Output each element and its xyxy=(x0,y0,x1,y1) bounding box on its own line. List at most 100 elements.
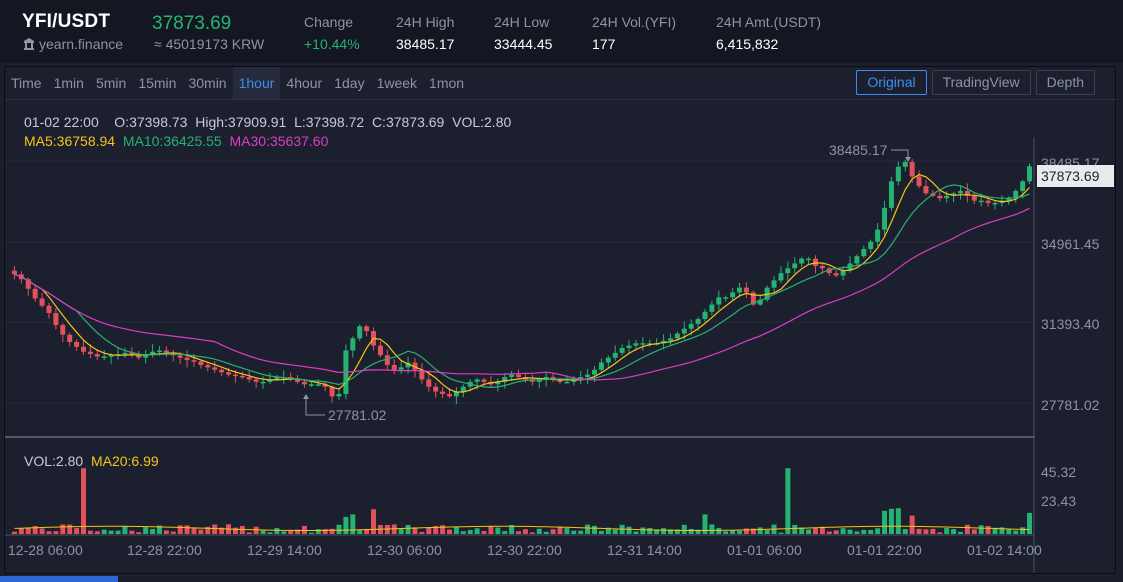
stat-label: 24H Amt.(USDT) xyxy=(716,14,822,30)
stat-24h-low: 24H Low 33444.45 xyxy=(494,14,552,52)
volume-bar xyxy=(895,508,901,534)
tab-1week[interactable]: 1week xyxy=(376,75,418,91)
view-switcher: Original TradingView Depth xyxy=(856,70,1095,95)
volume-bar xyxy=(281,531,287,534)
volume-bar xyxy=(557,526,563,534)
candle-body xyxy=(336,393,342,397)
candle-body xyxy=(232,374,238,377)
candle-body xyxy=(502,377,508,382)
candle-body xyxy=(329,386,335,397)
volume-bar xyxy=(460,531,466,534)
ma5-value: MA5:36758.94 xyxy=(24,133,116,149)
candle-body xyxy=(67,334,73,342)
candlestick-chart[interactable]: 38485.17 34961.45 31393.40 27781.02 45.3… xyxy=(5,99,1117,575)
volume-bar xyxy=(585,524,591,534)
stat-value: 38485.17 xyxy=(396,36,455,52)
volume-bar xyxy=(785,468,791,534)
volume-bar xyxy=(198,529,204,534)
high-marker-label: 38485.17 xyxy=(829,142,888,158)
volume-bar xyxy=(253,526,259,534)
volume-bar xyxy=(267,532,273,534)
interval-tabs: Time 1min 5min 15min 30min 1hour 4hour 1… xyxy=(5,67,470,99)
candle-body xyxy=(405,362,411,368)
candle-body xyxy=(295,379,301,382)
tab-5min[interactable]: 5min xyxy=(95,75,127,91)
candle-body xyxy=(792,263,798,269)
candle-body xyxy=(1006,198,1012,201)
volume-bar xyxy=(799,527,805,534)
volume-bar xyxy=(350,514,356,534)
volume-bar xyxy=(937,532,943,534)
volume-bar xyxy=(951,528,957,534)
candle-body xyxy=(757,299,763,305)
original-view-button[interactable]: Original xyxy=(856,70,927,95)
volume-bar xyxy=(219,527,225,534)
candle-body xyxy=(688,323,694,329)
volume-bar xyxy=(854,531,860,534)
price-axis-label: 31393.40 xyxy=(1041,316,1100,332)
candle-body xyxy=(495,381,501,385)
project-label[interactable]: yearn.finance xyxy=(39,36,124,52)
candle-body xyxy=(322,384,328,387)
volume-bar xyxy=(564,528,570,534)
candle-body xyxy=(764,287,770,300)
volume-bar xyxy=(750,528,756,534)
volume-bar xyxy=(757,527,763,534)
stat-label: 24H Low xyxy=(494,14,550,30)
candle-body xyxy=(557,379,563,382)
stat-24h-amount: 24H Amt.(USDT) 6,415,832 xyxy=(716,14,821,52)
depth-button[interactable]: Depth xyxy=(1035,70,1095,95)
volume-bar xyxy=(764,530,770,534)
volume-bar xyxy=(605,527,611,534)
candle-body xyxy=(509,374,515,378)
volume-bar xyxy=(826,531,832,534)
volume-readout: VOL:2.80 MA20:6.99 xyxy=(24,453,159,469)
volume-bar xyxy=(647,527,653,534)
ma10-value: MA10:36425.55 xyxy=(122,133,222,149)
candle-body xyxy=(661,340,667,344)
candle-body xyxy=(799,258,805,264)
ohlc-readout: 01-02 22:00 O:37398.73 High:37909.91 L:3… xyxy=(24,114,512,130)
volume-bar xyxy=(129,530,135,534)
candle-body xyxy=(1020,181,1026,191)
tab-30min[interactable]: 30min xyxy=(188,75,227,91)
stat-label: 24H Vol.(YFI) xyxy=(592,14,677,30)
candle-body xyxy=(640,343,646,345)
volume-bar xyxy=(412,527,418,534)
volume-bar xyxy=(212,524,218,534)
tradingview-button[interactable]: TradingView xyxy=(931,70,1031,95)
volume-bar xyxy=(39,528,45,534)
candle-body xyxy=(571,379,577,382)
candle-body xyxy=(122,352,128,355)
candle-body xyxy=(440,391,446,394)
volume-bar xyxy=(108,530,114,534)
candle-body xyxy=(695,319,701,324)
volume-bar xyxy=(868,529,874,534)
tab-1day[interactable]: 1day xyxy=(334,75,365,91)
candle-body xyxy=(605,357,611,363)
bank-icon xyxy=(24,38,34,50)
volume-bar xyxy=(474,528,480,534)
volume-bar xyxy=(930,528,936,534)
candle-body xyxy=(840,270,846,276)
tab-time[interactable]: Time xyxy=(11,75,42,91)
candle-body xyxy=(412,362,418,370)
volume-bar xyxy=(667,529,673,534)
volume-bar xyxy=(32,526,38,534)
volume-bar xyxy=(737,530,743,534)
candle-body xyxy=(426,379,432,387)
volume-bar xyxy=(101,529,107,534)
tab-1hour[interactable]: 1hour xyxy=(232,67,281,99)
stat-24h-high: 24H High 38485.17 xyxy=(396,14,454,52)
volume-bar xyxy=(260,530,266,534)
tab-1min[interactable]: 1min xyxy=(53,75,84,91)
tab-1mon[interactable]: 1mon xyxy=(429,75,465,91)
candle-body xyxy=(53,313,59,326)
candle-body xyxy=(723,297,729,299)
tab-15min[interactable]: 15min xyxy=(138,75,177,91)
volume-bar xyxy=(571,530,577,534)
tab-4hour[interactable]: 4hour xyxy=(286,75,323,91)
stat-label: Change xyxy=(304,14,354,30)
bottom-scroll-indicator[interactable] xyxy=(0,576,118,582)
pair-symbol[interactable]: YFI/USDT xyxy=(22,11,111,32)
